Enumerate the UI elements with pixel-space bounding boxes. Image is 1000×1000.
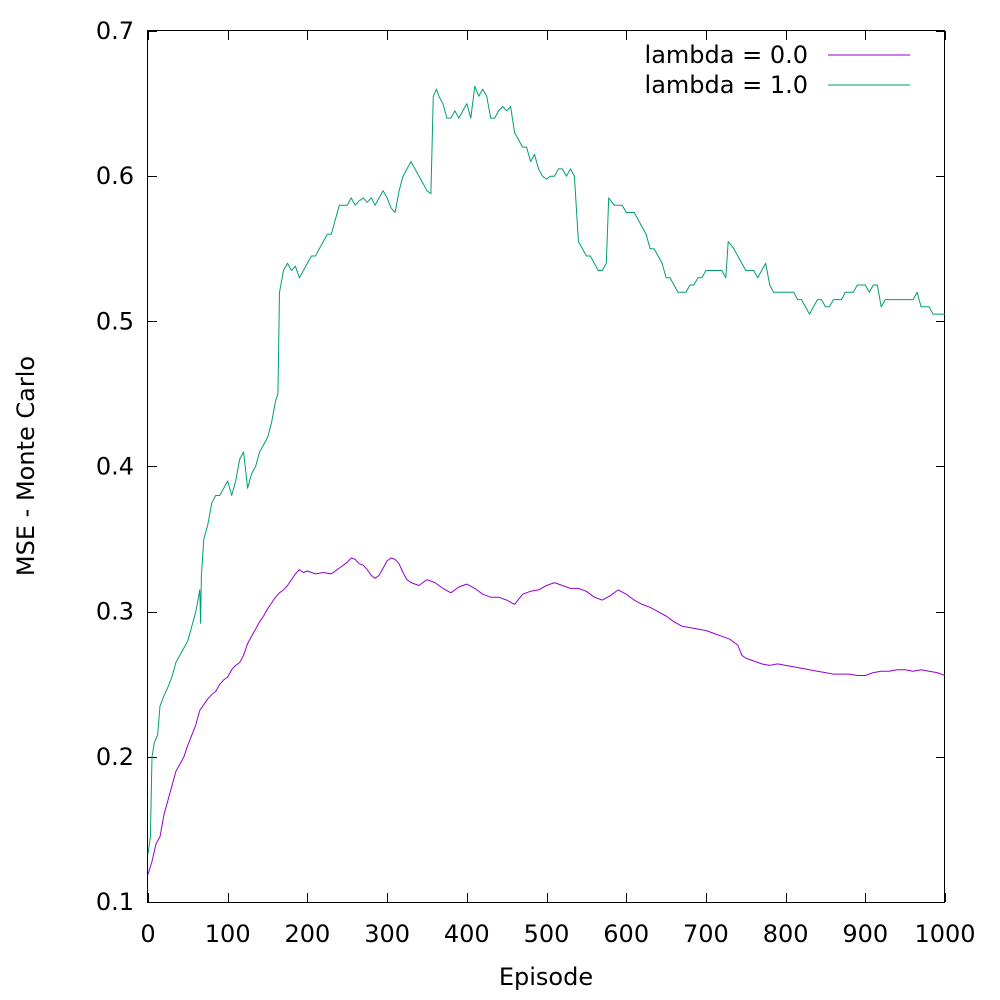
x-axis-title: Episode xyxy=(499,963,593,991)
y-tick-label: 0.2 xyxy=(96,743,134,771)
x-tick-label: 200 xyxy=(284,920,330,948)
x-tick-label: 300 xyxy=(364,920,410,948)
y-tick-labels: 0.1 0.2 0.3 0.4 0.5 0.6 0.7 xyxy=(96,17,134,916)
y-tick-label: 0.7 xyxy=(96,17,134,45)
y-tick-label: 0.6 xyxy=(96,162,134,190)
y-axis-title: MSE - Monte Carlo xyxy=(12,356,40,576)
axis-ticks xyxy=(148,31,946,903)
x-tick-label: 1000 xyxy=(914,920,975,948)
x-tick-label: 0 xyxy=(140,920,155,948)
x-tick-labels: 0 100 200 300 400 500 600 700 800 900 1000 xyxy=(140,920,975,948)
x-tick-label: 900 xyxy=(842,920,888,948)
x-tick-label: 600 xyxy=(603,920,649,948)
series-line xyxy=(147,557,946,875)
series-line xyxy=(147,85,945,855)
plot-frame xyxy=(147,30,945,903)
x-tick-label: 400 xyxy=(444,920,490,948)
x-tick-label: 500 xyxy=(524,920,570,948)
y-tick-label: 0.4 xyxy=(96,453,134,481)
x-tick-label: 800 xyxy=(763,920,809,948)
y-tick-label: 0.5 xyxy=(96,307,134,335)
legend-label: lambda = 0.0 xyxy=(645,41,808,69)
x-tick-label: 100 xyxy=(205,920,251,948)
legend-label: lambda = 1.0 xyxy=(645,71,808,99)
series-lines xyxy=(147,85,946,875)
x-tick-label: 700 xyxy=(683,920,729,948)
y-tick-label: 0.1 xyxy=(96,888,134,916)
y-tick-label: 0.3 xyxy=(96,598,134,626)
